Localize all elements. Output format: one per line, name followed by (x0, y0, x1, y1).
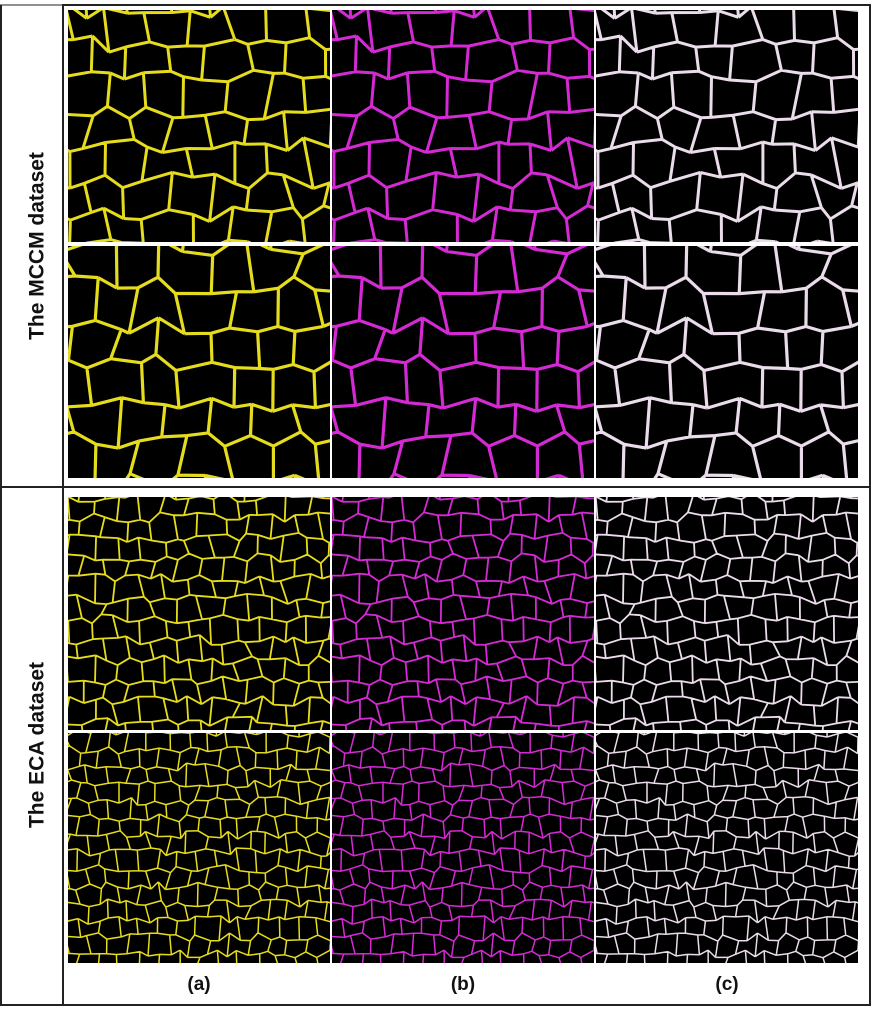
micrograph (581, 473, 875, 768)
micrograph (583, 712, 875, 992)
micrograph (317, 473, 612, 768)
micrograph (55, 712, 351, 992)
column-label: (c) (715, 974, 738, 995)
micrograph (319, 712, 615, 992)
column-label: (a) (187, 974, 210, 995)
row-group-label: The ECA dataset (26, 662, 49, 828)
column-label: (b) (451, 974, 475, 995)
micrograph (53, 473, 348, 768)
row-group-label: The MCCM dataset (26, 152, 49, 340)
